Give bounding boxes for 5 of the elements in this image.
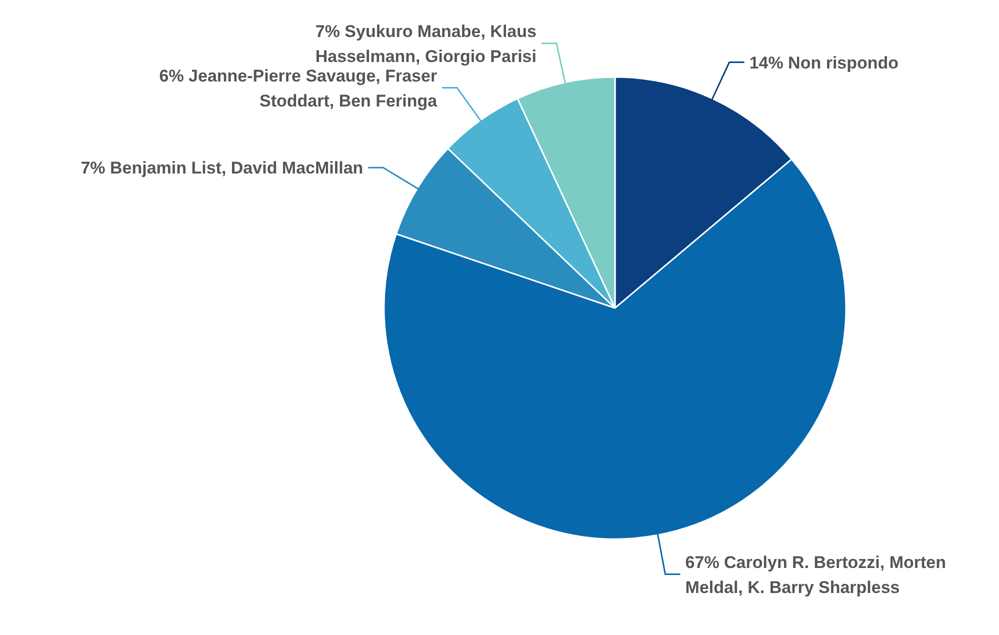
slice-label: 6% Jeanne-Pierre Savauge, Fraser Stoddart, Ben Feringa (159, 66, 438, 110)
slice-label: 7% Benjamin List, David MacMillan (80, 158, 364, 178)
slice-label: 14% Non rispondo (749, 53, 899, 72)
slice-label: 7% Syukuro Manabe, Klaus Hasselmann, Giorgio Parisi (315, 22, 536, 66)
slice-label: 67% Carolyn R. Bertozzi, Morten Meldal, K. Barry Sharpless (685, 552, 946, 597)
